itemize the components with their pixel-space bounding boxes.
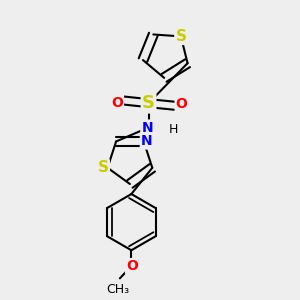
Text: S: S	[98, 160, 109, 175]
Text: S: S	[176, 29, 186, 44]
Text: O: O	[126, 259, 138, 273]
Text: N: N	[141, 121, 153, 134]
Text: N: N	[141, 134, 152, 148]
Text: O: O	[176, 97, 188, 111]
Text: CH₃: CH₃	[106, 283, 129, 296]
Text: S: S	[142, 94, 155, 112]
Text: O: O	[111, 96, 123, 110]
Text: H: H	[169, 123, 178, 136]
